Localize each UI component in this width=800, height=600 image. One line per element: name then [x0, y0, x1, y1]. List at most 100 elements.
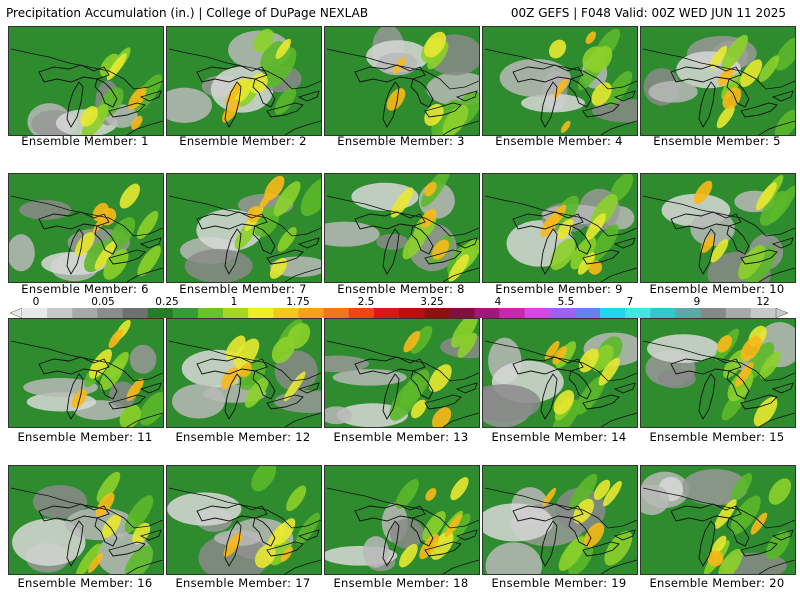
- lake-outline: [108, 394, 146, 410]
- ensemble-panel: [640, 318, 796, 428]
- precip-contour: [575, 375, 606, 415]
- colorbar-segment: [574, 308, 601, 318]
- precipitation-map: [483, 27, 637, 135]
- ensemble-panel: [482, 26, 638, 136]
- lake-outline: [424, 394, 462, 410]
- dry-area: [483, 384, 541, 422]
- precip-contour: [745, 246, 776, 282]
- precip-contour: [759, 55, 780, 82]
- lake-outline: [266, 249, 304, 265]
- border-line: [442, 412, 479, 427]
- lake-outline: [424, 102, 462, 118]
- lake-outline: [771, 90, 794, 102]
- ensemble-member-label: Ensemble Member: 8: [337, 282, 465, 296]
- lake-outline: [66, 81, 84, 128]
- ensemble-member-label: Ensemble Member: 17: [175, 576, 311, 590]
- lake-outline: [512, 503, 584, 522]
- precip-contour: [246, 205, 262, 223]
- lake-outline: [297, 529, 320, 541]
- border-line: [600, 120, 637, 135]
- lake-outline: [740, 249, 778, 265]
- precip-contour: [542, 487, 557, 507]
- colorbar-tick-label: 9: [693, 296, 701, 308]
- colorbar-tick-label: 7: [626, 296, 634, 308]
- lake-outline: [252, 517, 276, 547]
- precip-contour: [718, 66, 734, 86]
- precip-contour: [89, 349, 113, 379]
- lake-outline: [94, 225, 118, 255]
- lake-outline: [698, 228, 716, 275]
- precip-contour: [251, 466, 277, 492]
- precipitation-colorbar: [10, 308, 788, 318]
- precip-contour: [550, 238, 576, 271]
- colorbar-tick-label: 1.75: [286, 296, 310, 308]
- lake-outline: [139, 90, 162, 102]
- border-line: [10, 48, 163, 90]
- precip-contour: [259, 192, 272, 209]
- border-line: [442, 559, 479, 574]
- lake-outline: [613, 90, 636, 102]
- ensemble-panel: [166, 173, 322, 283]
- border-line: [126, 412, 163, 427]
- lake-outline: [354, 503, 426, 522]
- precip-contour: [239, 363, 252, 378]
- ensemble-panel: [8, 173, 164, 283]
- precipitation-map: [641, 27, 795, 135]
- colorbar-tick-label: 4: [494, 296, 502, 308]
- precipitation-map: [325, 466, 479, 574]
- lake-outline: [726, 517, 750, 547]
- lake-outline: [740, 394, 778, 410]
- precip-contour: [411, 399, 427, 419]
- lake-outline: [266, 541, 304, 557]
- precipitation-map: [325, 319, 479, 427]
- precip-contour: [442, 104, 469, 135]
- precip-contour: [428, 364, 452, 392]
- precip-contour: [722, 87, 742, 110]
- border-line: [168, 340, 321, 382]
- precipitation-map: [483, 466, 637, 574]
- precip-contour: [244, 377, 269, 408]
- ensemble-panel: [482, 173, 638, 283]
- precipitation-map: [483, 174, 637, 282]
- border-line: [326, 340, 479, 382]
- lake-outline: [424, 541, 462, 557]
- dry-area: [167, 87, 212, 123]
- colorbar-segment: [147, 308, 174, 318]
- precip-contour: [424, 181, 437, 197]
- precip-contour: [222, 99, 241, 123]
- colorbar-segment: [197, 308, 224, 318]
- precip-contour: [444, 514, 462, 538]
- ensemble-panel: [482, 318, 638, 428]
- colorbar-segment: [298, 308, 324, 318]
- precip-contour: [604, 530, 633, 566]
- lake-outline: [582, 102, 620, 118]
- colorbar-tick-label: 0.05: [91, 296, 115, 308]
- colorbar-segment: [700, 308, 727, 318]
- lake-outline: [512, 211, 584, 230]
- border-line: [10, 487, 163, 529]
- lake-outline: [38, 503, 110, 522]
- ensemble-panel: [166, 26, 322, 136]
- precip-contour: [716, 104, 735, 129]
- precipitation-map: [167, 174, 321, 282]
- ensemble-panel: [640, 26, 796, 136]
- lake-outline: [740, 541, 778, 557]
- lake-outline: [354, 64, 426, 83]
- ensemble-panel: [640, 173, 796, 283]
- lake-outline: [94, 517, 118, 547]
- lake-outline: [94, 78, 118, 108]
- precip-contour: [300, 177, 321, 217]
- precip-contour: [389, 380, 422, 421]
- precip-contour: [425, 487, 437, 501]
- precip-contour: [590, 224, 619, 262]
- colorbar-segment: [22, 308, 48, 318]
- lake-outline: [252, 370, 276, 400]
- border-line: [758, 267, 795, 282]
- border-line: [442, 120, 479, 135]
- precip-contour: [448, 254, 469, 282]
- dry-area: [690, 210, 735, 247]
- lake-outline: [139, 382, 162, 394]
- precip-contour: [759, 351, 781, 379]
- precipitation-map: [167, 319, 321, 427]
- ensemble-member-label: Ensemble Member: 14: [491, 430, 627, 444]
